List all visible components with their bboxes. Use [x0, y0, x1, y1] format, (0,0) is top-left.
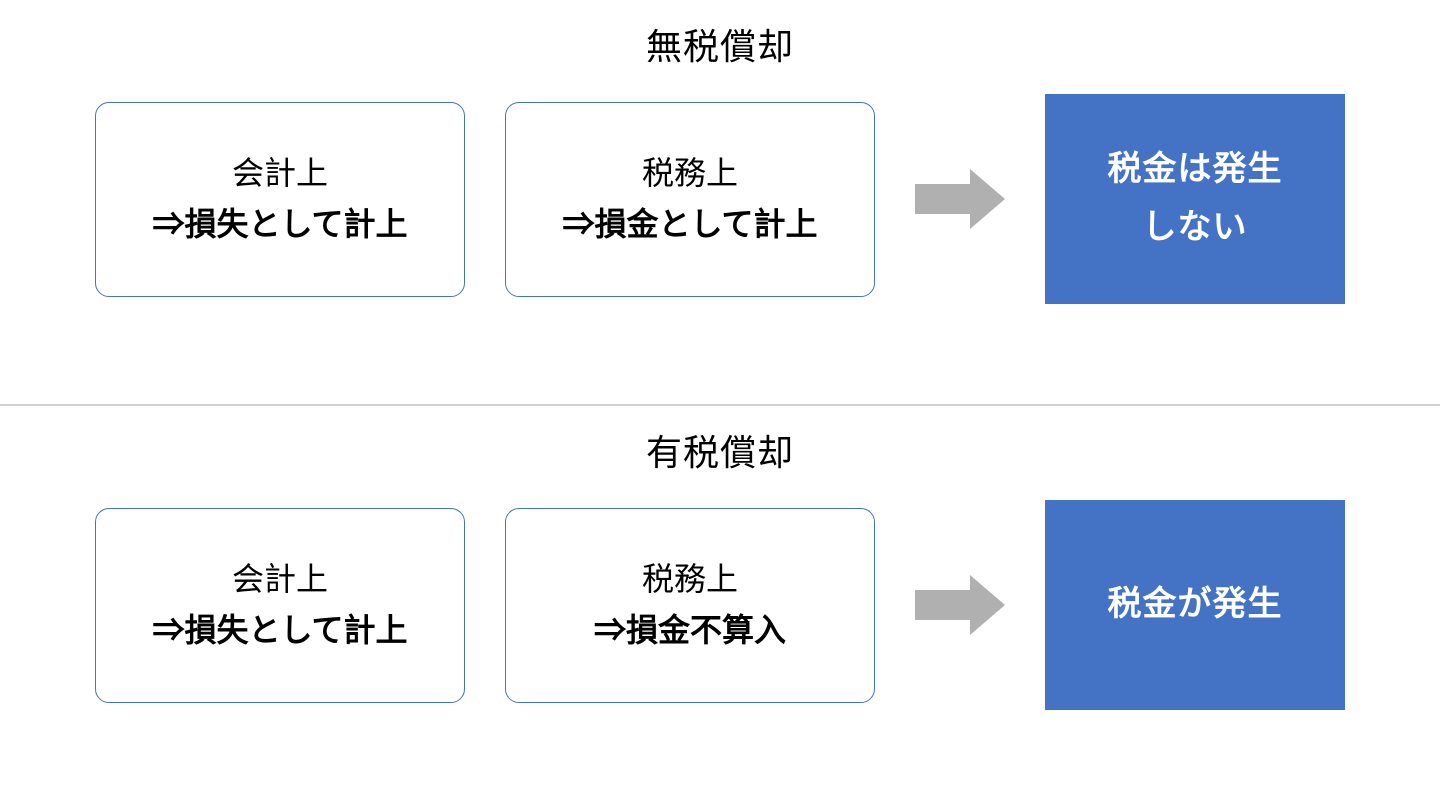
section-taxable: 有税償却 会計上 ⇒損失として計上 税務上 ⇒損金不算入 税金が発生 — [0, 406, 1440, 810]
arrow-top — [915, 169, 1005, 229]
card-tax-bottom-line2: ⇒損金不算入 — [594, 605, 786, 656]
card-tax-top-line2: ⇒損金として計上 — [562, 199, 817, 250]
card-tax-top-line1: 税務上 — [642, 148, 738, 199]
result-top-line1: 税金は発生 — [1108, 141, 1283, 199]
row-top: 会計上 ⇒損失として計上 税務上 ⇒損金として計上 税金は発生 しない — [0, 94, 1440, 304]
arrow-right-icon — [915, 575, 1005, 635]
section-tax-free: 無税償却 会計上 ⇒損失として計上 税務上 ⇒損金として計上 税金は発生 しない — [0, 0, 1440, 404]
card-accounting-bottom-line1: 会計上 — [232, 554, 328, 605]
diagram-canvas: 無税償却 会計上 ⇒損失として計上 税務上 ⇒損金として計上 税金は発生 しない — [0, 0, 1440, 810]
row-bottom: 会計上 ⇒損失として計上 税務上 ⇒損金不算入 税金が発生 — [0, 500, 1440, 710]
result-top-line2: しない — [1143, 199, 1248, 257]
result-box-top: 税金は発生 しない — [1045, 94, 1345, 304]
card-tax-bottom-line1: 税務上 — [642, 554, 738, 605]
result-bottom-line1: 税金が発生 — [1108, 576, 1283, 634]
card-tax-top: 税務上 ⇒損金として計上 — [505, 102, 875, 297]
card-accounting-top: 会計上 ⇒損失として計上 — [95, 102, 465, 297]
arrow-bottom — [915, 575, 1005, 635]
card-accounting-top-line1: 会計上 — [232, 148, 328, 199]
card-accounting-bottom: 会計上 ⇒損失として計上 — [95, 508, 465, 703]
card-accounting-top-line2: ⇒損失として計上 — [152, 199, 407, 250]
card-accounting-bottom-line2: ⇒損失として計上 — [152, 605, 407, 656]
card-tax-bottom: 税務上 ⇒損金不算入 — [505, 508, 875, 703]
result-box-bottom: 税金が発生 — [1045, 500, 1345, 710]
arrow-right-icon — [915, 169, 1005, 229]
section-title-bottom: 有税償却 — [646, 424, 794, 476]
section-title-top: 無税償却 — [646, 18, 794, 70]
